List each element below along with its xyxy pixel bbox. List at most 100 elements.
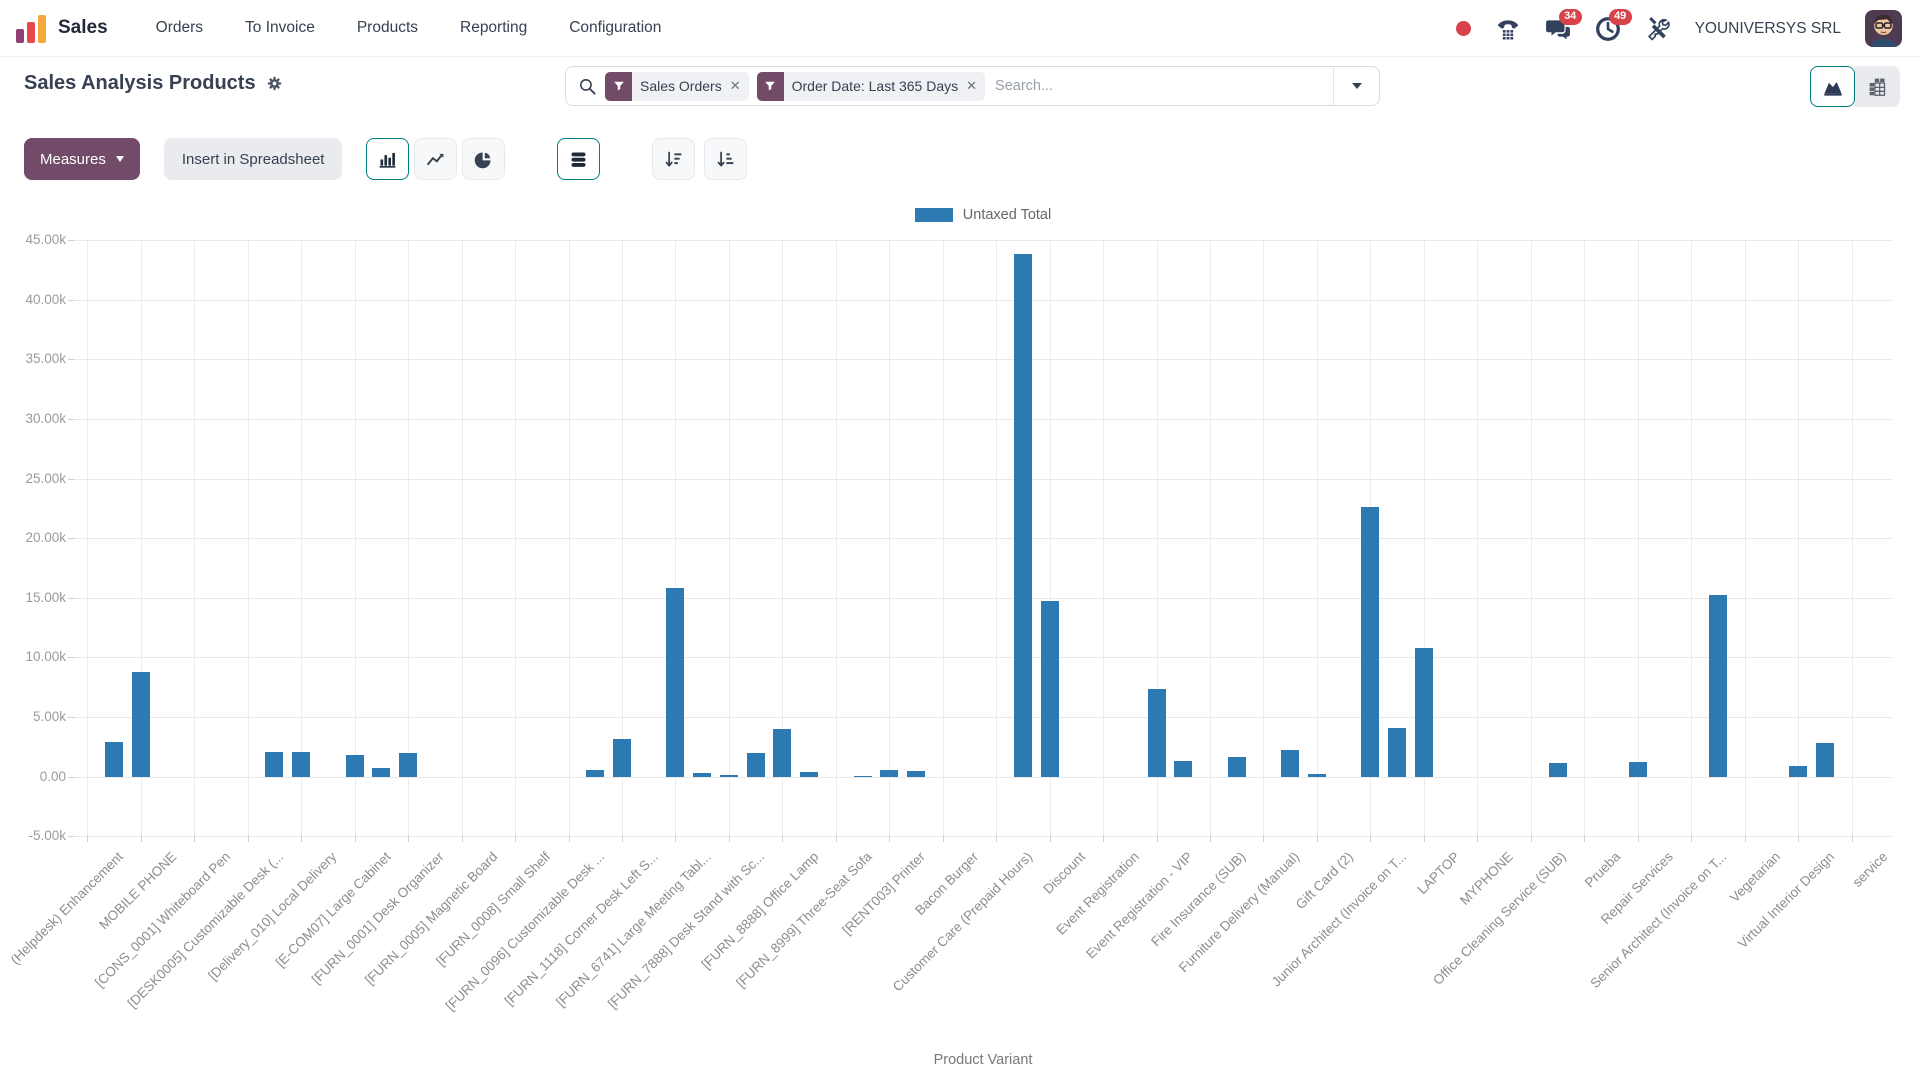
gear-icon[interactable] [266,75,283,92]
bar[interactable] [372,767,391,777]
chart-legend[interactable]: Untaxed Total [74,207,1892,223]
bar-chart-button[interactable] [366,138,410,180]
bar[interactable] [1040,601,1059,777]
x-tick-label: [DESK0005] Customizable Desk (... [124,849,287,1011]
bar[interactable] [719,775,738,777]
menu-configuration[interactable]: Configuration [569,19,662,36]
x-gridline [1798,240,1800,837]
y-tick [68,776,74,778]
bar[interactable] [853,775,872,777]
bar[interactable] [612,738,631,777]
bar[interactable] [773,729,792,777]
bar[interactable] [292,751,311,777]
x-tick [140,836,142,843]
systray: 34 49 YOUNIVERSYS SRL [1455,0,1902,57]
x-gridline [1263,240,1265,837]
user-avatar[interactable] [1865,10,1902,47]
bar[interactable] [345,754,364,777]
x-tick-label: [FURN_7888] Desk Stand with Sc... [605,849,768,1012]
menu-products[interactable]: Products [356,19,418,36]
line-chart-button[interactable] [414,138,458,180]
x-tick [1584,836,1586,843]
y-tick-label: 40.00k [25,291,66,307]
bar[interactable] [1361,507,1380,777]
bar[interactable] [1388,727,1407,777]
x-gridline [942,240,944,837]
app-name[interactable]: Sales [58,17,108,38]
x-tick-label: [RENT003] Printer [839,849,928,938]
pivot-view-button[interactable] [1855,66,1900,107]
company-name[interactable]: YOUNIVERSYS SRL [1694,19,1841,37]
bar[interactable] [1281,749,1300,777]
pie-chart-button[interactable] [462,138,506,180]
bar[interactable] [586,770,605,777]
bar[interactable] [1789,765,1808,777]
facet-remove-icon[interactable]: ✕ [729,78,741,93]
bar[interactable] [105,742,124,777]
insert-in-spreadsheet-button[interactable]: Insert in Spreadsheet [163,138,343,180]
stacked-button[interactable] [557,138,601,180]
bar[interactable] [800,772,819,777]
bar[interactable] [1013,254,1032,777]
x-gridline [354,240,356,837]
y-gridline [74,538,1892,540]
activities-clock-icon[interactable]: 49 [1595,8,1632,42]
phone-icon[interactable] [1495,16,1521,42]
bar[interactable] [399,752,418,777]
bar[interactable] [265,751,284,777]
x-tick [1744,836,1746,843]
bar[interactable] [1307,774,1326,777]
bar[interactable] [1174,760,1193,777]
x-gridline [1691,240,1693,837]
menu-reporting[interactable]: Reporting [460,19,528,36]
sort-ascending-button[interactable] [704,138,748,180]
bar[interactable] [746,753,765,777]
x-tick [1423,836,1425,843]
y-gridline [74,478,1892,480]
bar[interactable] [666,588,685,777]
x-tick [87,836,89,843]
bar[interactable] [1548,762,1567,777]
bar[interactable] [1815,742,1834,777]
pivot-table-icon [1869,78,1886,96]
measures-button[interactable]: Measures [24,138,140,180]
search-options-toggle[interactable] [1333,67,1379,105]
x-gridline [1744,240,1746,837]
facet-remove-icon[interactable]: ✕ [966,78,978,93]
sort-descending-button[interactable] [652,138,696,180]
bar[interactable] [693,773,712,777]
bar[interactable] [1708,595,1727,777]
bar[interactable] [906,770,925,777]
y-tick-label: 20.00k [25,530,66,546]
graph-view-button[interactable] [1810,66,1855,107]
search-icon [579,78,596,95]
y-tick-label: 45.00k [25,232,66,248]
y-gridline [74,717,1892,719]
search-input[interactable] [995,78,1333,94]
x-tick-label: Prueba [1581,849,1623,891]
x-tick-label: (Helpdesk) Enhancement [7,849,126,968]
tools-icon[interactable] [1645,16,1671,42]
bar[interactable] [131,671,150,777]
bar[interactable] [1628,762,1647,777]
bar[interactable] [1147,689,1166,777]
search-bar[interactable]: Sales Orders ✕ Order Date: Last 365 Days… [565,66,1380,106]
bar[interactable] [1227,757,1246,777]
x-gridline [1637,240,1639,837]
stack-icon [571,152,586,167]
x-gridline [1584,240,1586,837]
x-tick-label: [FURN_0001] Desk Organizer [308,849,447,987]
x-tick [194,836,196,843]
menu-orders[interactable]: Orders [155,19,204,36]
y-tick [68,359,74,361]
x-tick [515,836,517,843]
bar[interactable] [880,770,899,777]
y-tick-label: -5.00k [28,828,66,844]
x-tick [1316,836,1318,843]
bar[interactable] [1414,647,1433,777]
x-tick-label: Event Registration - VIP [1082,849,1196,962]
menu-to-invoice[interactable]: To Invoice [245,19,315,36]
messages-icon[interactable]: 34 [1545,8,1582,42]
x-gridline [1530,240,1532,837]
apps-menu-icon[interactable] [16,13,46,43]
